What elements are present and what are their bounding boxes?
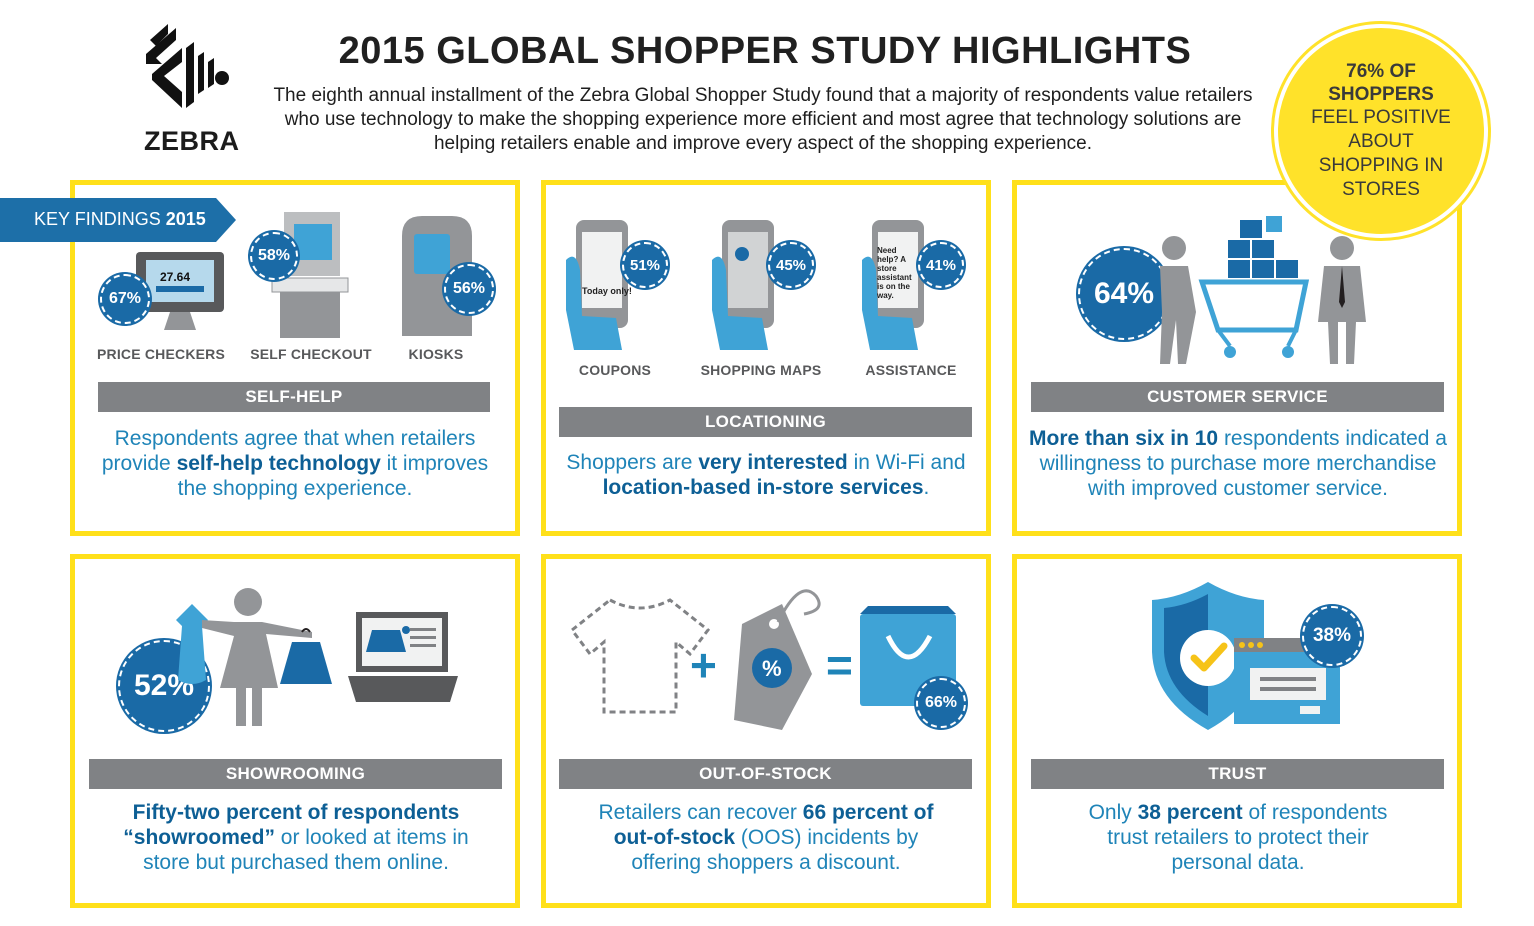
showrooming-percent: 52% xyxy=(118,640,210,732)
self-checkout-percent: 58% xyxy=(250,232,298,280)
key-findings-text: KEY FINDINGS xyxy=(34,209,161,229)
badge-line-5: SHOPPING IN xyxy=(1318,155,1444,176)
showrooming-desc-bold: Fifty-two percent of respondents “showro… xyxy=(123,801,460,849)
tag-percent-symbol: % xyxy=(762,656,782,681)
showrooming-bar: SHOWROOMING xyxy=(89,759,502,789)
shoppers-positive-badge: 76% OF SHOPPERS FEEL POSITIVE ABOUT SHOP… xyxy=(1274,24,1488,238)
locationing-desc-bold-1: very interested xyxy=(698,451,848,474)
out-of-stock-description: Retailers can recover 66 percent of out-… xyxy=(582,800,950,875)
price-checkers-caption: PRICE CHECKERS xyxy=(96,346,226,362)
trust-desc-part-2: of respondents trust retailers to protec… xyxy=(1107,801,1388,874)
badge-line-1: 76% OF xyxy=(1346,61,1416,82)
coupon-phone-icon xyxy=(566,220,628,350)
self-help-description: Respondents agree that when retailers pr… xyxy=(90,426,500,501)
intro-text: The eighth annual installment of the Zeb… xyxy=(273,85,1253,154)
trust-percent: 38% xyxy=(1302,606,1362,666)
assistance-screen-text: Need help? A store assistant is on the w… xyxy=(877,246,912,300)
key-findings-year: 2015 xyxy=(165,209,206,229)
badge-line-4: ABOUT xyxy=(1348,131,1414,152)
trust-bar: TRUST xyxy=(1031,759,1444,789)
price-checkers-percent: 67% xyxy=(100,274,150,324)
panel-customer-service xyxy=(1012,180,1462,536)
price-checker-icon xyxy=(136,252,224,330)
badge-line-6: STORES xyxy=(1342,179,1420,200)
out-of-stock-bar: OUT-OF-STOCK xyxy=(559,759,972,789)
plus-sign: + xyxy=(690,639,717,691)
price-checker-screen-value: 27.64 xyxy=(160,270,191,284)
self-help-desc-part-2: it improves the shopping experience. xyxy=(177,452,489,500)
page-title: 2015 GLOBAL SHOPPER STUDY HIGHLIGHTS xyxy=(338,30,1192,72)
shopping-map-phone-icon xyxy=(712,220,774,350)
showrooming-desc-part-1: or looked at items in store but purchase… xyxy=(143,826,469,874)
customer-service-desc-bold: More than six in 10 xyxy=(1029,427,1219,450)
tshirt-outline-icon xyxy=(569,598,711,714)
trust-desc-bold: 38 percent xyxy=(1137,801,1243,824)
shopper-with-clothes-icon xyxy=(176,588,332,726)
locationing-desc-bold-2: location-based in-store services xyxy=(602,476,924,499)
assistance-caption: ASSISTANCE xyxy=(865,362,957,378)
key-findings-label: KEY FINDINGS 2015 xyxy=(34,209,206,230)
locationing-desc-part-2: in Wi-Fi and xyxy=(847,451,966,474)
shopping-maps-caption: SHOPPING MAPS xyxy=(700,362,822,378)
key-findings-ribbon xyxy=(0,198,236,242)
locationing-desc-part-1: Shoppers are xyxy=(566,451,699,474)
assistance-phone-icon xyxy=(862,220,924,350)
out-of-stock-desc-part-1: Retailers can recover xyxy=(598,801,803,824)
self-checkout-caption: SELF CHECKOUT xyxy=(250,346,372,362)
customer-service-percent: 64% xyxy=(1078,248,1170,340)
logo-wordmark: ZEBRA xyxy=(144,126,240,156)
self-help-desc-part-1: Respondents agree that when retailers pr… xyxy=(101,427,476,475)
locationing-bar: LOCATIONING xyxy=(559,407,972,437)
zebra-logo-icon xyxy=(146,24,229,108)
shopping-maps-percent: 45% xyxy=(768,242,814,288)
showrooming-description: Fifty-two percent of respondents “showro… xyxy=(104,800,488,875)
locationing-description: Shoppers are very interested in Wi-Fi an… xyxy=(556,450,976,500)
coupons-caption: COUPONS xyxy=(578,362,652,378)
assistance-percent: 41% xyxy=(918,242,964,288)
kiosks-percent: 56% xyxy=(444,264,494,314)
customer-service-description: More than six in 10 respondents indicate… xyxy=(1024,426,1452,501)
out-of-stock-percent: 66% xyxy=(916,678,966,728)
coupon-screen-text: Today only! xyxy=(582,286,632,296)
equals-sign: = xyxy=(826,639,853,691)
trust-description: Only 38 percent of respondents trust ret… xyxy=(1070,800,1406,875)
kiosks-caption: KIOSKS xyxy=(408,346,464,362)
badge-line-2: SHOPPERS xyxy=(1328,84,1434,105)
badge-line-3: FEEL POSITIVE xyxy=(1311,107,1451,128)
self-help-desc-bold: self-help technology xyxy=(176,452,381,475)
discount-tag-icon xyxy=(734,589,821,730)
self-help-bar: SELF-HELP xyxy=(98,382,490,412)
customer-service-desc-part-1: respondents indicated a willingness to p… xyxy=(1039,427,1447,500)
laptop-icon xyxy=(348,612,458,702)
customer-service-bar: CUSTOMER SERVICE xyxy=(1031,382,1444,412)
security-shield-icon xyxy=(1152,582,1340,730)
coupons-percent: 51% xyxy=(622,242,668,288)
shopper-cart-employee-icon xyxy=(1160,216,1366,364)
out-of-stock-desc-part-2: (OOS) incidents by offering shoppers a d… xyxy=(631,826,919,874)
trust-desc-part-1: Only xyxy=(1088,801,1138,824)
out-of-stock-desc-bold: 66 percent of out-of-stock xyxy=(613,801,934,849)
locationing-desc-part-3: . xyxy=(923,476,930,499)
